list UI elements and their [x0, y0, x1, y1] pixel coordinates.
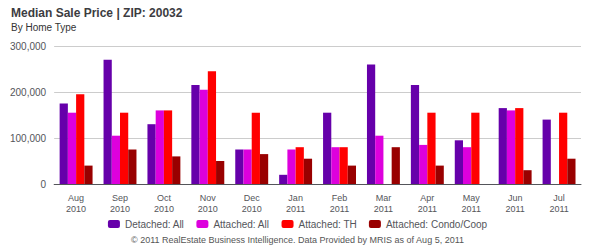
svg-text:100,000: 100,000 — [10, 133, 47, 144]
svg-text:Apr: Apr — [420, 193, 434, 203]
svg-text:Attached: Condo/Coop: Attached: Condo/Coop — [386, 219, 488, 230]
svg-text:Detached: All: Detached: All — [125, 219, 184, 230]
svg-text:Attached: TH: Attached: TH — [299, 219, 357, 230]
svg-text:Sep: Sep — [112, 193, 128, 203]
svg-text:Jul: Jul — [553, 193, 565, 203]
svg-text:2011: 2011 — [462, 204, 481, 214]
svg-text:200,000: 200,000 — [10, 87, 47, 98]
svg-text:May: May — [463, 193, 481, 203]
svg-text:2010: 2010 — [154, 204, 174, 214]
svg-text:2011: 2011 — [330, 204, 349, 214]
svg-text:2010: 2010 — [242, 204, 262, 214]
svg-text:Jan: Jan — [288, 193, 303, 203]
svg-text:Oct: Oct — [157, 193, 172, 203]
svg-text:Jun: Jun — [508, 193, 523, 203]
svg-text:Mar: Mar — [376, 193, 392, 203]
svg-text:© 2011 RealEstate Business Int: © 2011 RealEstate Business Intelligence.… — [131, 235, 464, 245]
svg-text:2010: 2010 — [66, 204, 86, 214]
svg-text:Median Sale Price | ZIP: 20032: Median Sale Price | ZIP: 20032 — [11, 6, 183, 20]
svg-text:By Home Type: By Home Type — [11, 22, 77, 33]
svg-text:2011: 2011 — [418, 204, 437, 214]
svg-text:2010: 2010 — [110, 204, 130, 214]
svg-text:Feb: Feb — [332, 193, 348, 203]
svg-text:300,000: 300,000 — [10, 41, 47, 52]
svg-text:2010: 2010 — [198, 204, 218, 214]
svg-text:Dec: Dec — [244, 193, 261, 203]
svg-text:2011: 2011 — [549, 204, 568, 214]
svg-text:2011: 2011 — [374, 204, 393, 214]
svg-text:2011: 2011 — [505, 204, 524, 214]
svg-text:0: 0 — [41, 179, 47, 190]
svg-text:Nov: Nov — [200, 193, 217, 203]
svg-text:2011: 2011 — [286, 204, 305, 214]
svg-text:Attached: All: Attached: All — [213, 219, 269, 230]
svg-text:Aug: Aug — [68, 193, 84, 203]
